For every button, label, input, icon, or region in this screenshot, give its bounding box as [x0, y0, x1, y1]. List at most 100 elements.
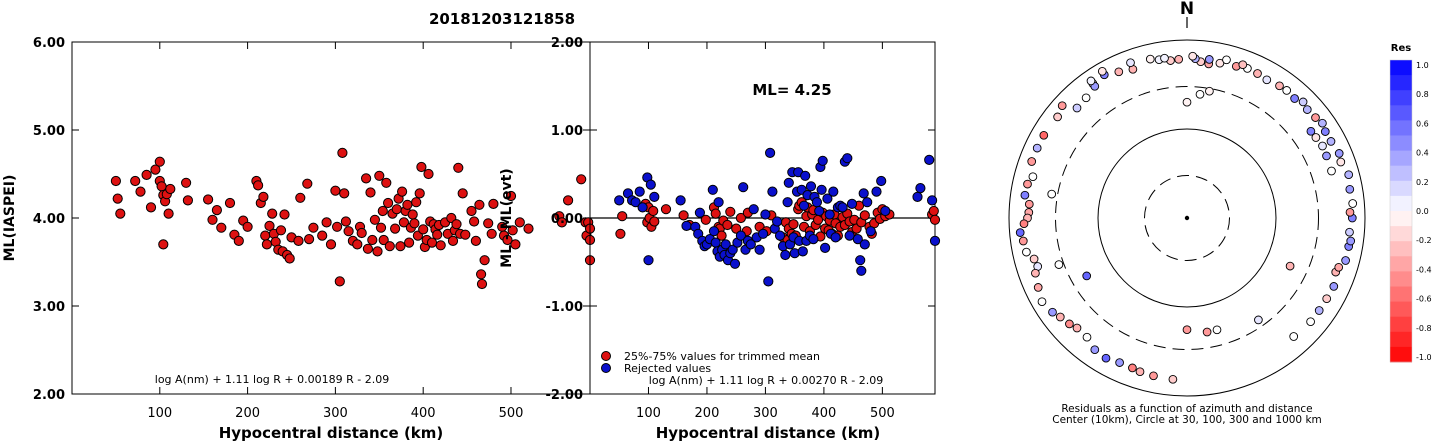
ml-point — [165, 183, 176, 195]
polar-station-point — [1188, 51, 1198, 61]
ml-point — [510, 239, 521, 250]
polar-station-point — [1065, 319, 1074, 329]
panel1-ytick-label: 5.00 — [33, 124, 65, 139]
polar-station-point — [1329, 282, 1339, 291]
polar-station-point — [1320, 127, 1330, 136]
panel1-xtick-label: 500 — [499, 406, 524, 421]
rejected-point — [760, 209, 771, 220]
rejected-point — [865, 226, 876, 237]
ml-point — [447, 235, 459, 246]
panel2-ytick-label: 1.00 — [551, 124, 583, 139]
polar-station-point — [1039, 130, 1049, 140]
colorbar-swatch — [1390, 90, 1412, 106]
rejected-point — [783, 177, 794, 188]
rejected-point — [797, 246, 808, 257]
legend-marker-trimmed — [601, 351, 611, 361]
trimmed-point — [660, 204, 672, 215]
panel2-ytick-label: 0.00 — [551, 212, 583, 227]
rejected-point — [927, 195, 938, 206]
ml-point — [563, 195, 574, 206]
legend-label-trimmed: 25%-75% values for trimmed mean — [624, 350, 820, 363]
polar-station-point — [1327, 166, 1336, 176]
panel2-ytick-label: 2.00 — [551, 36, 583, 51]
ml-point — [375, 222, 387, 233]
panel1-xtick-label: 100 — [147, 406, 172, 421]
colorbar-swatch — [1390, 211, 1412, 227]
panel1-xtick-label: 300 — [323, 406, 348, 421]
rejected-point — [735, 230, 747, 241]
panel2-xlabel: Hypocentral distance (km) — [656, 424, 881, 441]
polar-ring-300km — [1055, 86, 1319, 350]
rejected-point — [811, 197, 823, 208]
ml-point — [284, 253, 295, 264]
ml-point — [334, 276, 345, 287]
rejected-point — [852, 234, 863, 245]
ml-point — [381, 177, 392, 188]
ml-point — [112, 193, 123, 204]
ml-point — [260, 230, 271, 241]
polar-station-point — [1072, 103, 1082, 113]
panel1-xlabel: Hypocentral distance (km) — [219, 424, 444, 441]
ml-point — [158, 239, 169, 250]
rejected-point — [856, 265, 867, 276]
colorbar-tick-labels: 1.0 0.8 0.6 0.4 0.2 0.0 -0.2 -0.4 -0.6 -0.8 -1.0 — [1416, 61, 1432, 362]
trimmed-point — [710, 208, 721, 219]
polar-station-point — [1082, 332, 1092, 342]
ml-point — [411, 197, 422, 208]
polar-station-point — [1029, 254, 1039, 264]
rejected-point — [643, 255, 654, 266]
ml-point — [423, 168, 434, 180]
figure-title: 20181203121858 — [429, 10, 575, 28]
ml-point — [317, 230, 328, 241]
polar-station-point — [1238, 60, 1248, 70]
ml-point — [293, 235, 304, 246]
ml-point — [367, 234, 378, 246]
ml-point — [154, 156, 165, 167]
rejected-point — [681, 220, 692, 231]
colorbar-tick-label: 0.0 — [1416, 207, 1429, 216]
colorbar-swatch — [1390, 301, 1412, 318]
rejected-point — [754, 244, 765, 255]
colorbar-swatch — [1390, 346, 1412, 363]
rejected-point — [675, 195, 686, 206]
ml-point — [502, 234, 513, 246]
rejected-point — [772, 216, 783, 227]
panel2-xtick-label: 200 — [695, 406, 720, 421]
rejected-point — [774, 230, 786, 241]
polar-station-point — [1289, 332, 1299, 341]
polar-station-point — [1149, 371, 1158, 381]
colorbar-tick-label: 0.4 — [1416, 149, 1429, 158]
panel1-formula: log A(nm) + 1.11 log R + 0.00189 R - 2.0… — [155, 373, 389, 386]
rejected-point — [748, 204, 759, 215]
rejected-point — [814, 205, 825, 217]
polar-caption-line1: Residuals as a function of azimuth and d… — [1061, 403, 1312, 415]
panel1-ytick-label: 3.00 — [33, 300, 65, 315]
colorbar-tick-label: 1.0 — [1416, 61, 1429, 70]
polar-station-point — [1334, 262, 1344, 272]
polar-station-point — [1212, 325, 1222, 335]
panel2-ytick-label: -2.00 — [546, 388, 583, 403]
polar-station-point — [1135, 367, 1145, 377]
ml-point — [211, 205, 222, 216]
polar-station-point — [1336, 157, 1346, 167]
polar-station-point — [1020, 190, 1030, 200]
ml-point — [488, 198, 499, 209]
polar-station-point — [1048, 307, 1057, 317]
polar-station-point — [1306, 317, 1315, 327]
polar-station-point — [1275, 81, 1284, 91]
polar-ring-1000km — [1008, 39, 1366, 397]
ml-point — [216, 222, 227, 233]
ml-point — [115, 208, 126, 219]
polar-caption-line2: Center (10km), Circle at 30, 100, 300 an… — [1052, 414, 1322, 426]
polar-points — [1015, 51, 1358, 384]
polar-station-point — [1126, 58, 1135, 68]
ml-point — [404, 237, 415, 248]
ml-point — [110, 175, 122, 187]
colorbar-tick-label: -0.4 — [1416, 265, 1432, 274]
rejected-point — [855, 255, 866, 266]
trimmed-point — [731, 223, 742, 234]
ml-point — [377, 205, 388, 217]
ml-point — [343, 226, 354, 237]
panel2-xtick-label: 100 — [636, 406, 661, 421]
ml-point — [302, 178, 313, 189]
